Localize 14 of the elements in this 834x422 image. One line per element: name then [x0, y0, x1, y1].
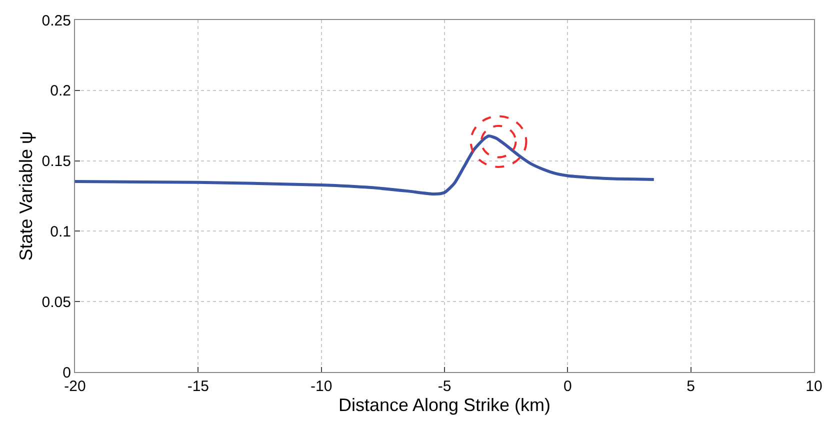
x-axis-title: Distance Along Strike (km) [338, 395, 551, 415]
y-tick-label: 0.05 [42, 294, 71, 311]
x-tick-label: 5 [686, 378, 695, 395]
x-tick-label: 10 [806, 378, 822, 395]
x-tick-label: 0 [564, 378, 572, 395]
y-tick-label: 0.1 [50, 223, 71, 240]
line-series [75, 134, 656, 196]
y-axis-title: State Variable ψ [16, 131, 36, 261]
y-tick-label: 0.25 [42, 12, 71, 30]
x-tick-label: -5 [438, 378, 452, 395]
y-tick-label: 0.15 [42, 153, 71, 170]
x-tick-label: -15 [187, 378, 210, 395]
x-tick-label: -10 [310, 378, 332, 395]
y-tick-label: 0.2 [50, 82, 71, 100]
